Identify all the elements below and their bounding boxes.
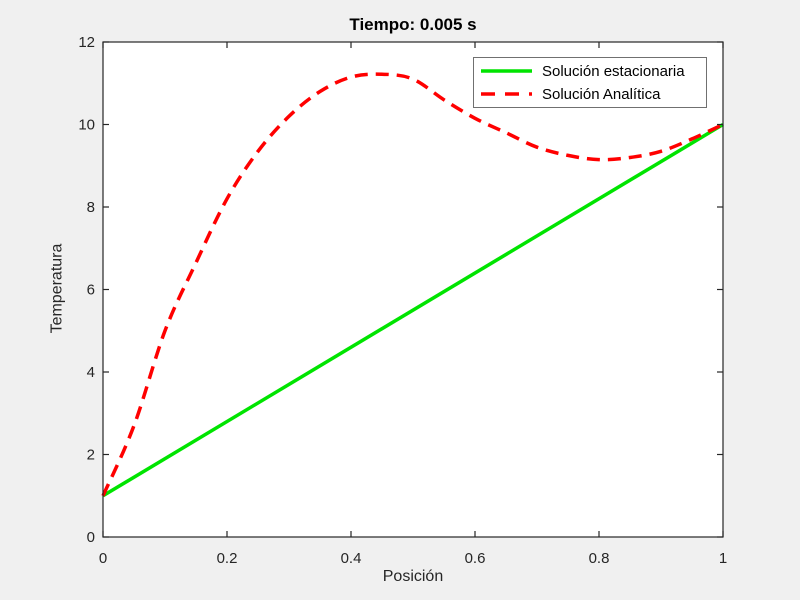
legend-label-analitica: Solución Analítica xyxy=(542,85,661,103)
y-tick-label: 4 xyxy=(87,364,95,381)
x-axis-label: Posición xyxy=(382,568,444,585)
legend-line-sample-dashed xyxy=(481,92,532,96)
legend: Solución estacionaria Solución Analítica xyxy=(473,57,707,108)
legend-entry-analitica: Solución Analítica xyxy=(474,83,706,106)
x-tick-label: 0 xyxy=(99,550,107,567)
plot-title: Tiempo: 0.005 s xyxy=(349,15,477,34)
series-line-analitica xyxy=(101,72,724,497)
x-tick-label: 0.2 xyxy=(217,550,238,567)
x-tick-label: 0.6 xyxy=(465,550,486,567)
y-tick-label: 0 xyxy=(87,529,95,546)
series-line-estacionaria xyxy=(102,122,724,498)
x-tick-label: 1 xyxy=(719,550,727,567)
plot-area xyxy=(103,42,723,537)
x-tick-label: 0.8 xyxy=(589,550,610,567)
y-tick-label: 6 xyxy=(87,282,95,299)
x-tick-label: 0.4 xyxy=(341,550,362,567)
y-tick-label: 12 xyxy=(78,34,95,51)
y-axis-label: Temperatura xyxy=(48,243,66,334)
y-tick-label: 2 xyxy=(87,447,95,464)
legend-label-estacionaria: Solución estacionaria xyxy=(542,62,685,80)
legend-entry-estacionaria: Solución estacionaria xyxy=(474,60,706,83)
y-tick-label: 10 xyxy=(78,117,95,134)
y-tick-label: 8 xyxy=(87,199,95,216)
legend-line-sample-solid xyxy=(481,69,532,73)
